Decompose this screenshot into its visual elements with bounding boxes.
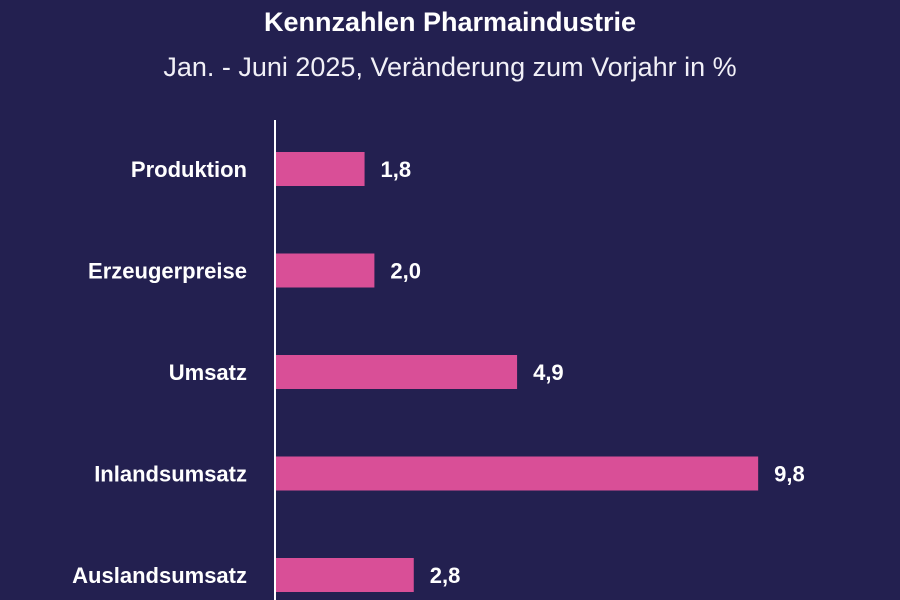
- value-label-auslandsumsatz: 2,8: [430, 563, 461, 588]
- bar-produktion: [276, 152, 365, 186]
- bars-layer: Produktion 1,8 Erzeugerpreise 2,0 Umsatz 4,9 I…: [72, 152, 805, 592]
- value-label-produktion: 1,8: [381, 157, 412, 182]
- value-label-umsatz: 4,9: [533, 360, 564, 385]
- category-label-umsatz: Umsatz: [169, 360, 247, 385]
- category-label-inlandsumsatz: Inlandsumsatz: [94, 462, 247, 487]
- value-label-erzeugerpreise: 2,0: [390, 259, 421, 284]
- value-label-inlandsumsatz: 9,8: [774, 462, 805, 487]
- category-label-erzeugerpreise: Erzeugerpreise: [88, 259, 247, 284]
- category-label-produktion: Produktion: [131, 157, 247, 182]
- bar-inlandsumsatz: [276, 456, 759, 491]
- bar-erzeugerpreise: [276, 253, 375, 288]
- bar-auslandsumsatz: [276, 558, 414, 592]
- bar-umsatz: [276, 355, 518, 389]
- chart-title: Kennzahlen Pharmaindustrie: [263, 7, 637, 37]
- category-label-auslandsumsatz: Auslandsumsatz: [72, 563, 247, 588]
- chart-subtitle: Jan. - Juni 2025, Veränderung zum Vorjah…: [163, 52, 737, 82]
